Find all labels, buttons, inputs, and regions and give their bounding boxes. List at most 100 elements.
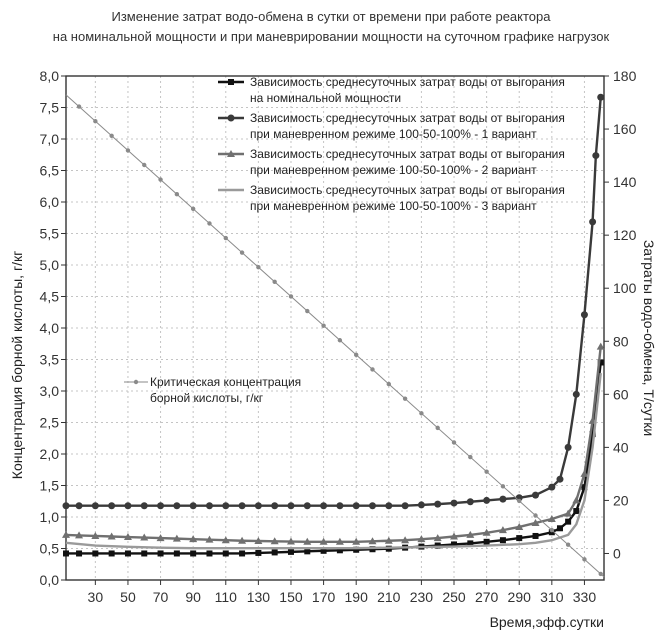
series-line [65,94,605,578]
data-point [572,496,581,504]
data-point [319,537,328,545]
data-point [565,542,571,547]
x-tick-label: 230 [410,589,434,605]
data-point [549,527,555,533]
legend-label-line-2: на номинальной мощности [250,91,401,105]
data-point [238,502,246,510]
data-point [75,502,83,510]
y-left-tick-label: 4,5 [40,289,60,305]
data-point [402,396,408,401]
data-point [205,535,214,543]
data-point [435,425,440,431]
y-axis-right-label: Затраты водо-обмена, Т/сутки [641,240,657,436]
data-point [288,294,294,299]
data-point [596,342,605,350]
data-point [304,548,311,555]
data-point [140,502,148,510]
data-point [573,508,580,515]
data-point [581,484,588,491]
data-point [124,550,131,557]
data-point [287,502,295,510]
x-tick-label: 210 [377,589,401,605]
legend-critical-line-1: Критическая концентрация [150,375,301,389]
data-point [532,491,540,499]
data-point [222,502,230,510]
data-point [172,534,181,542]
data-point [320,502,328,510]
data-point [142,162,147,168]
series-line [65,346,602,544]
data-point [516,535,523,542]
data-point [287,548,294,555]
data-point [532,532,539,539]
data-point [580,469,589,477]
data-point [124,502,132,510]
data-point [93,118,98,124]
data-point [305,308,310,314]
data-point [517,498,522,504]
data-point [482,528,491,536]
data-point [133,379,139,385]
data-point [451,440,457,445]
data-point [417,501,425,509]
data-point [254,537,263,545]
data-point [238,536,247,544]
data-point [384,536,393,544]
legend-label-line-1: Зависимость среднесуточных затрат воды о… [250,75,565,89]
data-point [515,522,524,530]
data-point [336,547,343,554]
data-point [498,526,507,534]
data-point [385,502,393,510]
data-point [222,550,229,557]
y-right-tick-label: 160 [613,121,637,137]
data-point [108,502,116,510]
x-tick-label: 310 [540,589,564,605]
data-point [556,525,563,532]
data-point [75,531,84,539]
y-left-tick-label: 7,0 [40,131,60,147]
x-tick-label: 190 [345,589,369,605]
data-point [62,530,70,538]
data-point [190,550,197,557]
chart-title-line-2: на номинальной мощности и при маневриров… [52,29,610,44]
legend-label-line-1: Зависимость среднесуточных затрат воды о… [250,111,565,125]
data-point [499,495,507,503]
data-point [63,550,69,557]
data-point [466,498,474,506]
data-point [107,532,116,540]
data-point [336,502,344,510]
data-point [109,133,114,138]
data-point [533,513,538,518]
series-line [65,372,602,550]
data-point [174,192,180,197]
x-tick-label: 170 [312,589,336,605]
y-right-tick-label: 0 [613,545,621,561]
data-point [271,502,279,510]
x-tick-label: 70 [153,589,169,605]
x-tick-label: 90 [185,589,201,605]
data-point [451,541,458,548]
x-tick-label: 290 [508,589,532,605]
series-2 [62,93,605,510]
data-point [221,536,230,544]
data-point [206,550,213,557]
x-tick-label: 250 [442,589,466,605]
data-point [270,537,279,545]
data-point [467,540,474,547]
data-point [547,514,556,522]
data-point [157,550,164,557]
data-point [239,550,246,557]
data-point [239,250,245,255]
series-5 [65,94,605,578]
y-left-tick-label: 3,0 [40,383,60,399]
data-point [256,265,261,270]
data-point [450,532,459,540]
legend-label-line-1: Зависимость среднесуточных затрат воды о… [250,147,565,161]
data-point [303,537,312,545]
data-point [91,502,99,510]
data-point [353,352,359,358]
data-point [401,536,410,544]
data-point [189,535,198,543]
data-point [173,502,181,510]
